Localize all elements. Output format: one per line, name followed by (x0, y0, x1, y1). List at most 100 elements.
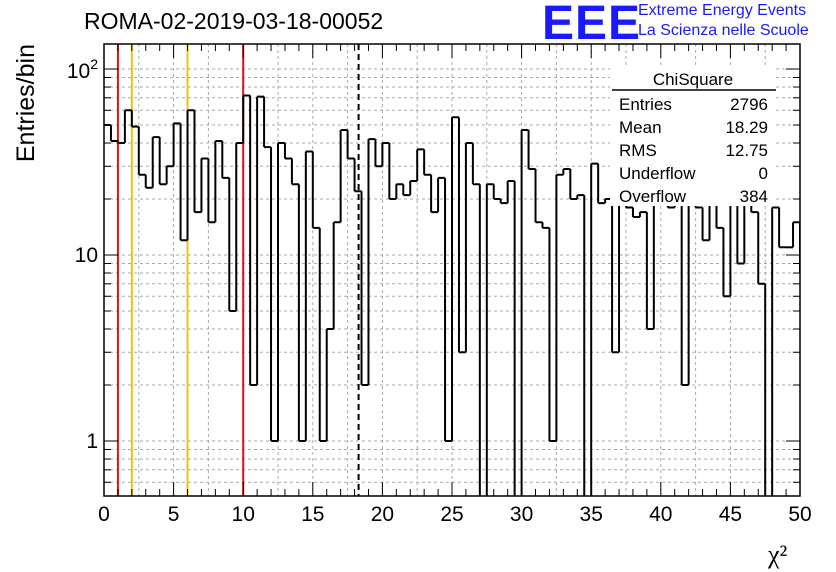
x-tick-label: 35 (580, 503, 603, 526)
histogram-bin (723, 228, 730, 296)
histogram-bin (473, 143, 480, 184)
x-tick-label: 10 (232, 503, 255, 526)
histogram-bin (368, 139, 375, 385)
histogram-bin (480, 184, 487, 506)
histogram-bin (389, 143, 396, 199)
histogram-bin (278, 143, 285, 441)
histogram-bin (250, 96, 257, 385)
histogram-bin (501, 199, 508, 203)
histogram-bin (529, 130, 536, 169)
histogram-bin (362, 191, 369, 385)
histogram-bin (132, 110, 139, 126)
histogram-bin (807, 273, 814, 506)
histogram-bin (208, 159, 215, 223)
histogram-bin (160, 137, 167, 184)
stats-label-rms: RMS (619, 141, 657, 160)
stats-label-overflow: Overflow (619, 187, 687, 206)
y-axis-label: Entries/bin (12, 44, 40, 162)
histogram-bin (382, 143, 389, 166)
histogram-bin (814, 273, 821, 506)
histogram-bin (396, 184, 403, 199)
histogram-bin (466, 143, 473, 352)
stats-label-underflow: Underflow (619, 164, 696, 183)
x-tick-label: 40 (649, 503, 672, 526)
histogram-bin (417, 149, 424, 181)
y-tick-label: 1 (86, 430, 98, 453)
histogram-bin (508, 181, 515, 203)
histogram-bin (410, 181, 417, 195)
histogram-bin (334, 222, 341, 329)
histogram-bin (570, 169, 577, 199)
stats-value-rms: 12.75 (725, 141, 768, 160)
histogram-bin (431, 175, 438, 212)
histogram-bin (257, 97, 264, 385)
histogram-bin (633, 208, 640, 218)
chisquare-histogram: 0 5 10 15 20 25 30 35 40 45 50110102Entries/binχ² … (0, 0, 836, 572)
histogram-bin (243, 96, 250, 143)
histogram-bin (542, 222, 549, 228)
stats-value-entries: 2796 (730, 95, 768, 114)
reference-lines (118, 44, 359, 496)
histogram-bin (348, 130, 355, 159)
histogram-bin (640, 212, 647, 217)
histogram-bin (174, 123, 181, 166)
histogram-bin (689, 184, 696, 385)
histogram-bin (111, 125, 118, 141)
histogram-bin (549, 228, 556, 441)
histogram-bin (494, 184, 501, 199)
histogram-bin (682, 191, 689, 385)
histogram-bin (800, 222, 807, 273)
histogram-bin (285, 143, 292, 159)
x-tick-label: 0 (98, 503, 110, 526)
histogram-bin (139, 127, 146, 175)
histogram-bin (118, 141, 125, 143)
x-tick-label: 25 (440, 503, 463, 526)
stats-value-overflow: 384 (740, 187, 768, 206)
histogram-bin (563, 169, 570, 175)
stats-title: ChiSquare (653, 70, 733, 89)
histogram-bin (215, 141, 222, 222)
histogram-bin (146, 175, 153, 188)
histogram-bin (236, 143, 243, 311)
histogram-bin (313, 152, 320, 228)
histogram-bin (779, 208, 786, 248)
histogram-bin (153, 137, 160, 188)
x-axis-label: χ² (767, 540, 788, 569)
histogram-bin (703, 208, 710, 241)
histogram-bin (730, 203, 737, 296)
stats-box: ChiSquare Entries 2796 Mean 18.29 RMS 12… (610, 66, 776, 206)
histogram-bin (598, 164, 605, 204)
x-tick-label: 30 (510, 503, 533, 526)
stats-value-underflow: 0 (759, 164, 768, 183)
stats-label-entries: Entries (619, 95, 672, 114)
histogram-bin (320, 228, 327, 441)
histogram-bin (536, 169, 543, 222)
histogram-bin (299, 184, 306, 441)
x-tick-label: 15 (301, 503, 324, 526)
histogram-bin (271, 147, 278, 441)
histogram-bin (772, 208, 779, 506)
histogram-bin (403, 184, 410, 195)
stats-label-mean: Mean (619, 118, 662, 137)
histogram-bin (577, 195, 584, 199)
histogram-bin (828, 234, 835, 311)
histogram-bin (591, 164, 598, 506)
histogram-bin (487, 184, 494, 506)
histogram-bin (793, 222, 800, 247)
histogram-bin (515, 181, 522, 506)
histogram-bin (229, 178, 236, 311)
histogram-bin (654, 188, 661, 329)
histogram-bin (125, 110, 132, 143)
histogram-bin (821, 234, 828, 273)
histogram-bin (438, 178, 445, 212)
x-tick-label: 50 (788, 503, 811, 526)
histogram-bin (188, 110, 195, 240)
histogram-bin (445, 178, 452, 441)
y-tick-label: 10 (75, 244, 98, 267)
stats-value-mean: 18.29 (725, 118, 768, 137)
histogram-bin (459, 117, 466, 352)
histogram-bin (222, 141, 229, 178)
histogram-bin (765, 284, 772, 506)
histogram-bin (292, 159, 299, 185)
x-tick-label: 5 (168, 503, 180, 526)
